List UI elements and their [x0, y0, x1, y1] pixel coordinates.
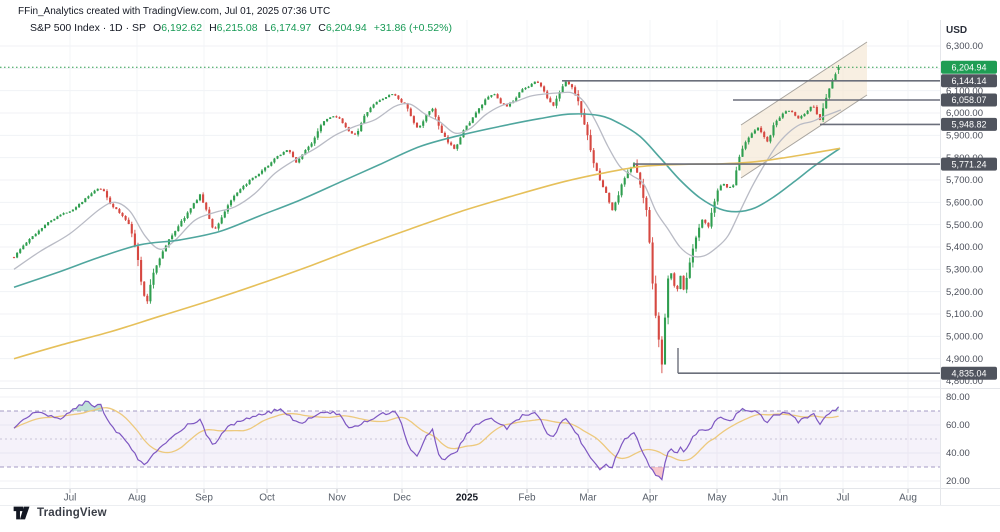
candles-layer[interactable]: [12, 65, 840, 374]
tradingview-logo-text: TradingView: [37, 507, 107, 519]
svg-text:5,200.00: 5,200.00: [946, 287, 983, 298]
svg-text:5,000.00: 5,000.00: [946, 332, 983, 343]
currency-label: USD: [946, 25, 967, 36]
attribution-text: FFin_Analytics created with TradingView.…: [18, 6, 331, 17]
svg-text:2025: 2025: [456, 493, 479, 504]
rsi-ma-line: [13, 407, 839, 462]
ohlc-close: C6,204.94: [318, 22, 367, 34]
moving-averages-layer: [13, 91, 842, 360]
symbol-legend[interactable]: S&P 500 Index · 1D · SP O6,192.62 H6,215…: [30, 22, 452, 34]
svg-text:6,144.14: 6,144.14: [951, 76, 986, 86]
svg-text:Jul: Jul: [64, 493, 77, 504]
price-level-rays[interactable]: [0, 66, 940, 375]
svg-text:May: May: [708, 493, 727, 504]
ma-fast-gray: [13, 91, 842, 270]
ma-200-yellow: [13, 147, 841, 360]
svg-text:4,800.00: 4,800.00: [946, 376, 983, 387]
time-axis[interactable]: Jul Aug Sep Oct Nov Dec 2025 Feb Mar Apr May Jun Jul…: [64, 489, 917, 504]
svg-text:5,771.24: 5,771.24: [951, 159, 986, 169]
svg-text:Dec: Dec: [393, 493, 411, 504]
svg-text:5,400.00: 5,400.00: [946, 242, 983, 253]
svg-text:5,600.00: 5,600.00: [946, 198, 983, 209]
svg-text:Jul: Jul: [837, 493, 850, 504]
svg-text:Apr: Apr: [642, 493, 658, 504]
svg-text:6,000.00: 6,000.00: [946, 108, 983, 119]
svg-text:60.00: 60.00: [946, 420, 970, 431]
svg-text:5,900.00: 5,900.00: [946, 131, 983, 142]
tradingview-logo[interactable]: TradingView: [13, 506, 107, 520]
svg-text:5,300.00: 5,300.00: [946, 265, 983, 276]
svg-text:4,835.04: 4,835.04: [951, 368, 986, 378]
price-level-badges: 6,204.94 6,144.14 6,058.07 5,948.82 5,771.24…: [941, 60, 997, 380]
svg-text:6,100.00: 6,100.00: [946, 86, 983, 97]
ohlc-high: H6,215.08: [209, 22, 258, 34]
svg-text:6,300.00: 6,300.00: [946, 41, 983, 52]
svg-text:40.00: 40.00: [946, 448, 970, 459]
svg-text:Feb: Feb: [518, 493, 536, 504]
svg-text:6,058.07: 6,058.07: [951, 95, 986, 105]
svg-text:Sep: Sep: [195, 493, 213, 504]
change-label: +31.86 (+0.52%): [373, 22, 452, 34]
svg-text:4,900.00: 4,900.00: [946, 354, 983, 365]
ohlc-low: L6,174.97: [264, 22, 312, 34]
ma-50-teal: [13, 113, 841, 288]
symbol-title: S&P 500 Index · 1D · SP: [30, 22, 147, 34]
svg-text:6,204.94: 6,204.94: [951, 62, 986, 72]
svg-text:Mar: Mar: [579, 493, 597, 504]
svg-text:5,100.00: 5,100.00: [946, 309, 983, 320]
svg-text:Jun: Jun: [772, 493, 788, 504]
svg-text:5,700.00: 5,700.00: [946, 175, 983, 186]
svg-text:5,948.82: 5,948.82: [951, 120, 986, 130]
svg-text:Nov: Nov: [328, 493, 346, 504]
svg-text:20.00: 20.00: [946, 476, 970, 487]
exchange-label: SP: [132, 22, 147, 34]
timeframe-label: 1D: [109, 22, 123, 34]
rsi-line: [13, 400, 840, 481]
svg-text:5,500.00: 5,500.00: [946, 220, 983, 231]
ohlc-open: O6,192.62: [153, 22, 203, 34]
svg-text:Aug: Aug: [128, 493, 146, 504]
rsi-pane: [0, 400, 940, 481]
tradingview-logo-icon: [13, 506, 30, 520]
svg-text:Aug: Aug: [899, 493, 917, 504]
svg-text:Oct: Oct: [259, 493, 275, 504]
svg-text:80.00: 80.00: [946, 392, 970, 403]
